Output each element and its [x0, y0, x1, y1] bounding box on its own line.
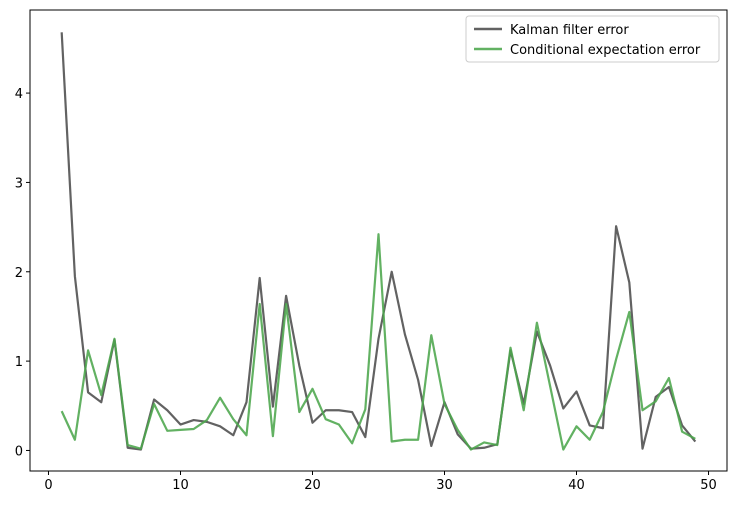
plot-frame — [29, 9, 728, 472]
x-axis: 0 10 20 30 40 50 — [44, 471, 717, 493]
legend: Kalman filter error Conditional expectat… — [465, 15, 720, 63]
x-tick-label: 10 — [172, 478, 189, 493]
y-axis: 0 1 2 3 4 — [15, 87, 30, 459]
legend-label-kalman: Kalman filter error — [510, 23, 629, 38]
legend-box — [465, 15, 720, 63]
x-tick-label: 0 — [44, 478, 52, 493]
y-tick-label: 2 — [15, 266, 23, 281]
y-tick-label: 1 — [15, 355, 23, 370]
x-tick-label: 20 — [304, 478, 321, 493]
y-tick-label: 3 — [15, 176, 23, 191]
series-line-conditional — [60, 233, 696, 451]
x-tick-label: 40 — [568, 478, 585, 493]
x-tick-label: 30 — [436, 478, 453, 493]
y-tick-label: 0 — [15, 444, 23, 459]
series-line-kalman — [60, 32, 697, 451]
legend-label-conditional: Conditional expectation error — [510, 43, 701, 58]
y-tick-label: 4 — [15, 87, 23, 102]
x-tick-label: 50 — [700, 478, 717, 493]
series-layer — [60, 32, 697, 451]
